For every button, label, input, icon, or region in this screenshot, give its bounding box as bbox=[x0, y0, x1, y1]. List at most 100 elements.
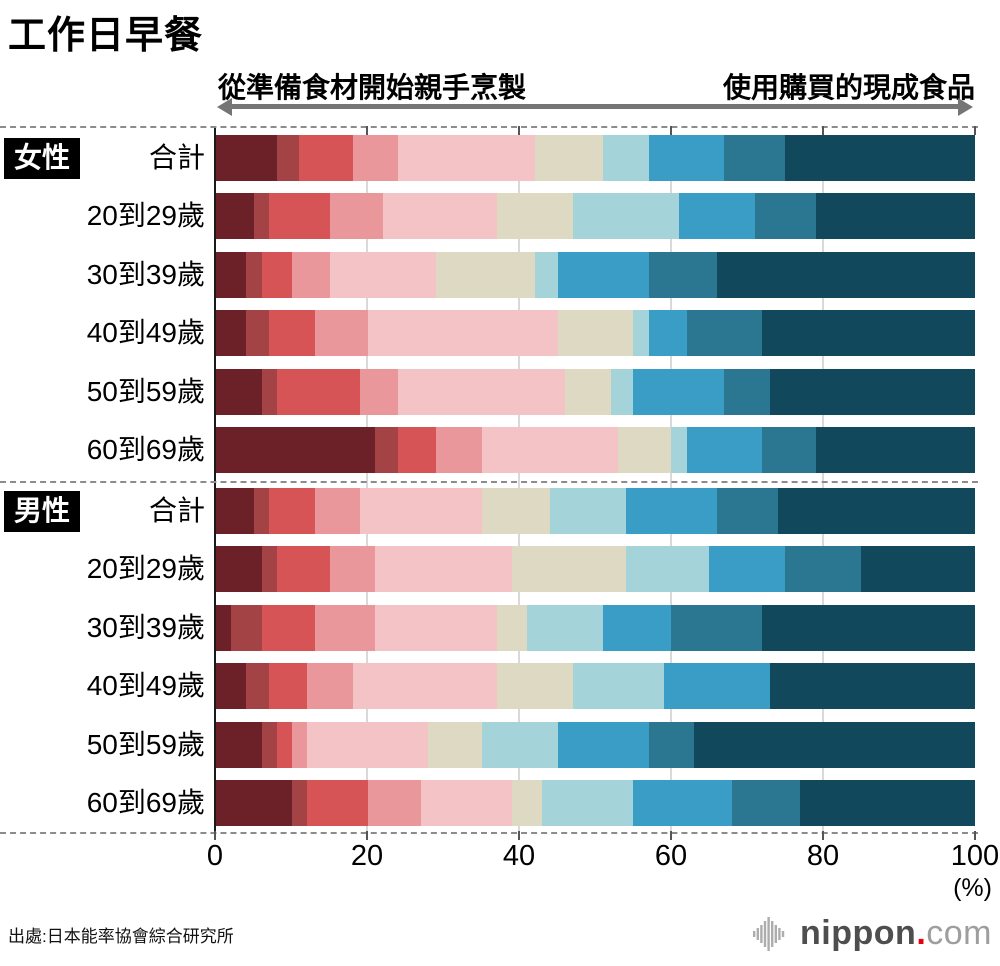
row-label: 合計 bbox=[148, 495, 205, 526]
bar-segment-10 bbox=[815, 193, 975, 240]
bar-segment-8 bbox=[557, 251, 649, 298]
bar-segment-10 bbox=[770, 663, 975, 710]
bar-segment-3 bbox=[269, 663, 308, 710]
bar-segment-6 bbox=[436, 251, 535, 298]
bar-segment-6 bbox=[496, 663, 573, 710]
stacked-bar bbox=[216, 546, 975, 593]
bar-segment-10 bbox=[800, 780, 975, 826]
bar-row: 20到29歲 bbox=[0, 546, 975, 593]
bar-segment-5 bbox=[398, 135, 535, 181]
bar-segment-1 bbox=[216, 721, 262, 768]
bar-segment-2 bbox=[246, 663, 270, 710]
bar-row: 50到59歲 bbox=[0, 368, 975, 415]
soundwave-icon bbox=[753, 916, 785, 951]
y-axis-line bbox=[214, 127, 216, 833]
bar-segment-1 bbox=[216, 193, 254, 240]
bar-segment-10 bbox=[716, 251, 975, 298]
bar-segment-2 bbox=[261, 721, 277, 768]
bar-segment-8 bbox=[686, 427, 763, 473]
group-badge-female: 女性 bbox=[4, 138, 81, 179]
bar-segment-10 bbox=[777, 488, 975, 534]
bar-segment-9 bbox=[716, 488, 778, 534]
top-dashed-border bbox=[0, 126, 978, 128]
row-label: 30到39歲 bbox=[86, 611, 205, 643]
bar-segment-7 bbox=[625, 546, 710, 593]
tick-mark bbox=[822, 126, 824, 135]
bar-segment-10 bbox=[694, 721, 975, 768]
bar-segment-4 bbox=[329, 546, 376, 593]
x-tick-label-60: 60 bbox=[654, 840, 688, 872]
bar-row: 40到49歲 bbox=[0, 310, 975, 357]
bar-segment-3 bbox=[276, 368, 361, 415]
bar-segment-4 bbox=[436, 427, 482, 473]
bar-segment-3 bbox=[269, 488, 315, 534]
bar-row: 30到39歲 bbox=[0, 251, 975, 298]
bar-row: 40到49歲 bbox=[0, 663, 975, 710]
bar-segment-7 bbox=[534, 251, 558, 298]
scale-right-label: 使用購買的現成食品 bbox=[722, 72, 975, 103]
double-arrow-line bbox=[231, 104, 959, 109]
bar-segment-7 bbox=[633, 310, 649, 357]
stacked-bar bbox=[216, 663, 975, 710]
bar-segment-2 bbox=[253, 193, 270, 240]
bar-segment-6 bbox=[511, 780, 543, 826]
bar-segment-8 bbox=[603, 604, 672, 651]
bar-segment-7 bbox=[542, 780, 634, 826]
row-label: 30到39歲 bbox=[86, 258, 205, 290]
bar-segment-1 bbox=[216, 546, 262, 593]
bar-segment-8 bbox=[663, 663, 771, 710]
row-label: 20到29歲 bbox=[86, 553, 205, 585]
logo-text: nippon.com bbox=[800, 914, 992, 953]
bar-segment-6 bbox=[496, 604, 528, 651]
tick-mark bbox=[974, 831, 976, 840]
bar-segment-7 bbox=[610, 368, 634, 415]
row-label: 50到59歲 bbox=[86, 728, 205, 760]
bar-segment-7 bbox=[603, 135, 649, 181]
stacked-bar bbox=[216, 193, 975, 240]
tick-mark bbox=[366, 126, 368, 135]
stacked-bar bbox=[216, 368, 975, 415]
bar-segment-2 bbox=[261, 546, 277, 593]
bar-segment-8 bbox=[625, 488, 717, 534]
bar-segment-2 bbox=[253, 488, 270, 534]
bar-segment-10 bbox=[770, 368, 975, 415]
bar-segment-6 bbox=[511, 546, 626, 593]
x-tick-label-0: 0 bbox=[206, 840, 224, 872]
bar-segment-9 bbox=[732, 780, 801, 826]
bar-segment-1 bbox=[216, 251, 247, 298]
logo-dot: . bbox=[916, 914, 927, 952]
arrow-right-icon bbox=[958, 97, 973, 116]
bar-segment-4 bbox=[352, 135, 399, 181]
bar-row: 60到69歲 bbox=[0, 780, 975, 826]
row-label: 40到49歲 bbox=[86, 670, 205, 702]
bar-segment-2 bbox=[261, 368, 277, 415]
bar-segment-10 bbox=[815, 427, 975, 473]
tick-mark bbox=[974, 126, 976, 135]
bar-segment-3 bbox=[276, 546, 330, 593]
bar-segment-9 bbox=[724, 368, 770, 415]
bar-segment-1 bbox=[216, 135, 277, 181]
x-tick-label-20: 20 bbox=[350, 840, 384, 872]
bar-segment-4 bbox=[291, 251, 330, 298]
stacked-bar bbox=[216, 251, 975, 298]
bar-segment-4 bbox=[367, 780, 421, 826]
bar-segment-5 bbox=[481, 427, 619, 473]
bar-segment-1 bbox=[216, 488, 254, 534]
group-divider-dashed bbox=[0, 481, 978, 483]
bar-segment-9 bbox=[754, 193, 816, 240]
bar-segment-6 bbox=[534, 135, 604, 181]
bar-segment-7 bbox=[549, 488, 626, 534]
bar-segment-10 bbox=[762, 310, 975, 357]
stacked-bar bbox=[216, 721, 975, 768]
group-badge-male: 男性 bbox=[4, 491, 81, 532]
bar-segment-3 bbox=[299, 135, 353, 181]
tick-mark bbox=[670, 126, 672, 135]
bar-row: 50到59歲 bbox=[0, 721, 975, 768]
tick-mark bbox=[518, 126, 520, 135]
bar-segment-2 bbox=[291, 780, 308, 826]
bar-segment-5 bbox=[375, 604, 497, 651]
gridline-60 bbox=[670, 127, 672, 833]
gridline-20 bbox=[366, 127, 368, 833]
logo-name: nippon bbox=[800, 914, 917, 952]
